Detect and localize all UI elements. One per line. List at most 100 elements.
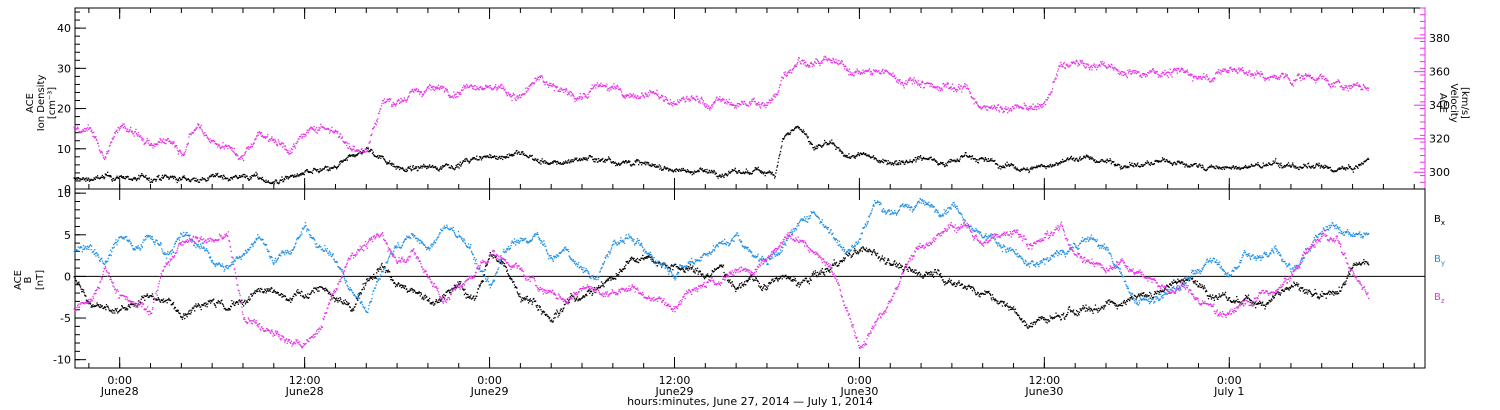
density-point xyxy=(593,159,594,160)
velocity-point xyxy=(232,148,233,149)
velocity-point xyxy=(1273,77,1274,78)
velocity-point xyxy=(460,92,461,93)
velocity-point xyxy=(1259,74,1260,75)
density-point xyxy=(188,179,189,180)
velocity-point xyxy=(271,136,272,137)
velocity-point xyxy=(423,95,424,96)
bx-point xyxy=(343,303,344,304)
velocity-point xyxy=(94,136,95,137)
density-point xyxy=(675,171,676,172)
bx-point xyxy=(272,292,273,293)
density-point xyxy=(570,160,571,161)
velocity-point xyxy=(959,89,960,90)
density-point xyxy=(848,153,849,154)
velocity-point xyxy=(904,87,905,88)
density-point xyxy=(255,172,256,173)
bx-point xyxy=(274,290,275,291)
velocity-point xyxy=(995,107,996,108)
velocity-point xyxy=(921,84,922,85)
bx-point xyxy=(172,304,173,305)
velocity-point xyxy=(1240,69,1241,70)
bx-point xyxy=(149,296,150,297)
density-point xyxy=(1308,163,1309,164)
velocity-point xyxy=(719,96,720,97)
density-point xyxy=(1294,165,1295,166)
density-point xyxy=(978,162,979,163)
velocity-point xyxy=(1033,109,1034,110)
density-point xyxy=(1188,165,1189,166)
bx-point xyxy=(144,300,145,301)
density-point xyxy=(1218,168,1219,169)
bx-point xyxy=(329,292,330,293)
velocity-point xyxy=(400,102,401,103)
density-point xyxy=(1113,161,1114,162)
velocity-point xyxy=(440,87,441,88)
bx-point xyxy=(125,309,126,310)
velocity-point xyxy=(1334,86,1335,87)
velocity-point xyxy=(435,88,436,89)
velocity-point xyxy=(648,92,649,93)
velocity-point xyxy=(909,79,910,80)
density-point xyxy=(773,175,774,176)
velocity-point xyxy=(1183,70,1184,71)
velocity-point xyxy=(858,73,859,74)
bx-point xyxy=(300,293,301,294)
bx-point xyxy=(313,290,314,291)
density-point xyxy=(937,161,938,162)
density-point xyxy=(560,162,561,163)
density-point xyxy=(731,171,732,172)
density-point xyxy=(301,174,302,175)
velocity-point xyxy=(542,77,543,78)
density-point xyxy=(1107,159,1108,160)
velocity-point xyxy=(961,91,962,92)
density-point xyxy=(1281,165,1282,166)
velocity-point xyxy=(1058,69,1059,70)
density-point xyxy=(856,155,857,156)
velocity-point xyxy=(466,84,467,85)
velocity-point xyxy=(290,150,291,151)
velocity-point xyxy=(1054,79,1055,80)
density-point xyxy=(838,147,839,148)
density-point xyxy=(781,145,782,146)
density-point xyxy=(145,175,146,176)
velocity-point xyxy=(1211,80,1212,81)
velocity-point xyxy=(783,78,784,79)
density-point xyxy=(230,180,231,181)
velocity-point xyxy=(284,148,285,149)
velocity-point xyxy=(753,98,754,99)
velocity-point xyxy=(749,102,750,103)
velocity-point xyxy=(298,138,299,139)
bx-point xyxy=(322,287,323,288)
density-point xyxy=(959,158,960,159)
velocity-point xyxy=(1151,70,1152,71)
velocity-point xyxy=(796,66,797,67)
density-point xyxy=(816,145,817,146)
bx-point xyxy=(76,280,77,281)
velocity-point xyxy=(799,61,800,62)
density-point xyxy=(783,138,784,139)
velocity-point xyxy=(1064,62,1065,63)
velocity-point xyxy=(1080,60,1081,61)
velocity-point xyxy=(1103,63,1104,64)
velocity-point xyxy=(348,147,349,148)
velocity-point xyxy=(1075,63,1076,64)
velocity-point xyxy=(884,73,885,74)
velocity-point xyxy=(411,91,412,92)
velocity-point xyxy=(1042,106,1043,107)
density-point xyxy=(865,153,866,154)
velocity-point xyxy=(690,100,691,101)
velocity-point xyxy=(518,97,519,98)
velocity-point xyxy=(626,96,627,97)
bx-point xyxy=(85,296,86,297)
bx-point xyxy=(91,307,92,308)
velocity-point xyxy=(301,134,302,135)
velocity-point xyxy=(744,101,745,102)
velocity-point xyxy=(760,107,761,108)
density-point xyxy=(970,156,971,157)
velocity-point xyxy=(1180,69,1181,70)
velocity-point xyxy=(1118,73,1119,74)
velocity-point xyxy=(471,86,472,87)
velocity-point xyxy=(1113,69,1114,70)
velocity-point xyxy=(1153,70,1154,71)
velocity-point xyxy=(400,98,401,99)
